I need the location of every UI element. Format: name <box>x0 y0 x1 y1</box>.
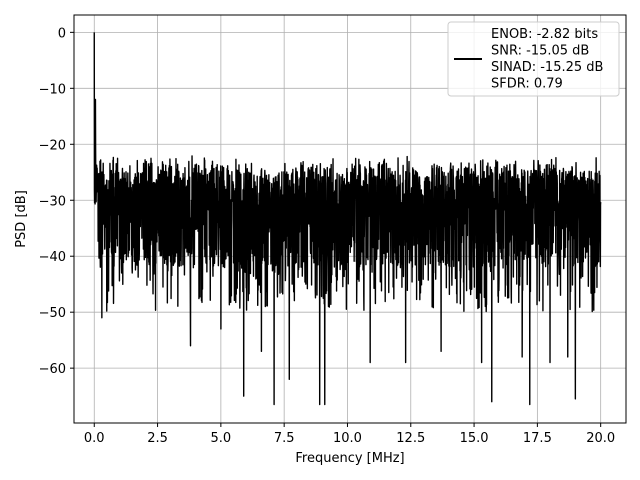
y-tick-label: −50 <box>39 306 66 321</box>
y-tick-label: −40 <box>39 250 66 265</box>
x-tick-label: 0.0 <box>84 431 105 446</box>
x-tick-label: 20.0 <box>586 431 615 446</box>
y-tick-label: −60 <box>39 362 66 377</box>
y-tick-label: −30 <box>39 194 66 209</box>
x-tick-label: 10.0 <box>333 431 362 446</box>
x-ticks: 0.0 2.5 5.0 7.5 10.0 12.5 15.0 17.5 20.0 <box>84 423 615 446</box>
legend: ENOB: -2.82 bits SNR: -15.05 dB SINAD: -15… <box>447 21 620 97</box>
legend-box <box>447 21 620 97</box>
legend-line-1: SNR: -15.05 dB <box>491 44 589 59</box>
series-layer <box>93 32 602 406</box>
x-tick-label: 15.0 <box>460 431 489 446</box>
x-axis-label: Frequency [MHz] <box>295 451 404 466</box>
plot-frame <box>73 14 627 424</box>
x-tick-label: 17.5 <box>523 431 552 446</box>
psd-series-line <box>93 32 602 406</box>
legend-entry-label: ENOB: -2.82 bits SNR: -15.05 dB SINAD: -15… <box>491 27 603 92</box>
x-tick-label: 7.5 <box>274 431 295 446</box>
y-tick-label: 0 <box>58 26 66 41</box>
y-tick-label: −10 <box>39 82 66 97</box>
x-tick-label: 2.5 <box>147 431 168 446</box>
x-tick-label: 12.5 <box>396 431 425 446</box>
y-tick-label: −20 <box>39 138 66 153</box>
x-tick-label: 5.0 <box>211 431 232 446</box>
y-ticks: 0 −10 −20 −30 −40 −50 −60 <box>39 26 74 377</box>
legend-line-3: SFDR: 0.79 <box>491 77 563 92</box>
legend-line-0: ENOB: -2.82 bits <box>491 27 598 42</box>
y-axis-label: PSD [dB] <box>14 190 29 248</box>
legend-line-2: SINAD: -15.25 dB <box>491 60 603 75</box>
